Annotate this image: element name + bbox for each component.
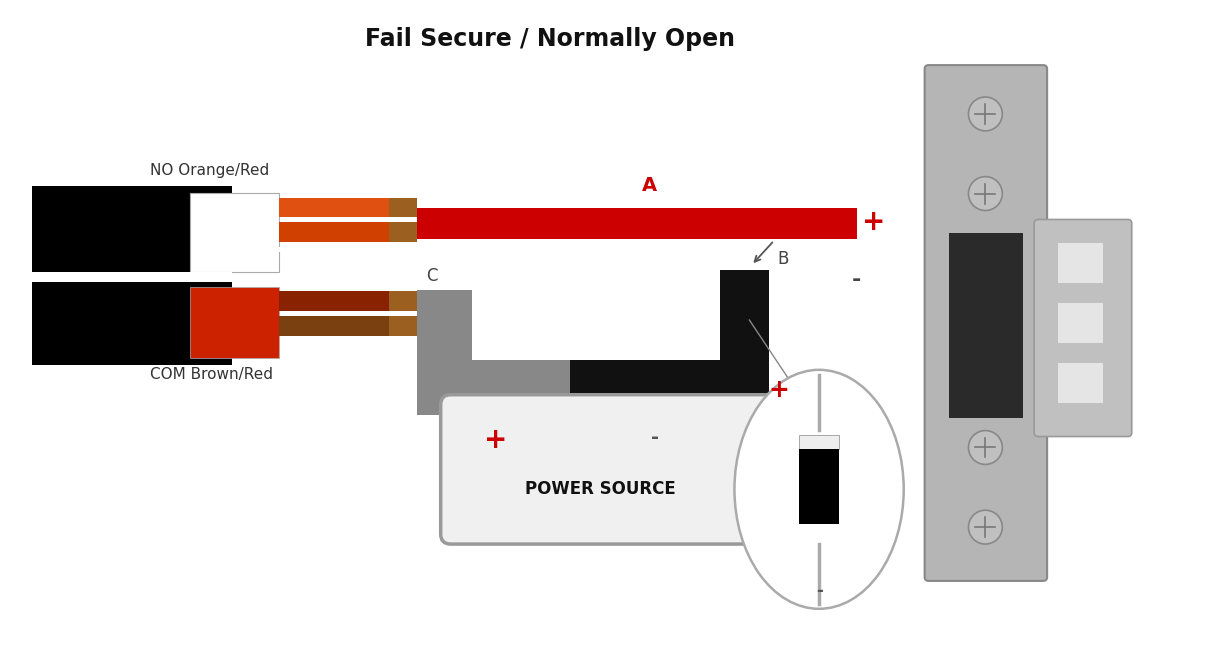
Text: -: - <box>815 582 823 600</box>
Text: +: + <box>483 426 507 453</box>
Bar <box>1058 363 1103 403</box>
Text: -: - <box>852 270 861 290</box>
Bar <box>389 291 417 311</box>
Bar <box>417 360 571 415</box>
Bar <box>570 360 769 409</box>
Bar <box>279 197 389 218</box>
Bar <box>948 234 1023 418</box>
Bar <box>417 290 471 365</box>
Bar <box>33 272 232 282</box>
Text: C: C <box>425 267 437 285</box>
Text: COM Brown/Red: COM Brown/Red <box>150 367 273 382</box>
Text: +: + <box>768 378 790 401</box>
Bar <box>33 280 232 365</box>
Bar <box>279 316 389 336</box>
Bar <box>389 197 417 218</box>
Bar <box>279 222 389 242</box>
Bar <box>190 287 279 358</box>
Bar <box>800 434 840 449</box>
Text: Fail Secure / Normally Open: Fail Secure / Normally Open <box>365 28 736 51</box>
Bar <box>33 186 232 276</box>
Ellipse shape <box>969 97 1003 131</box>
Bar <box>417 207 856 239</box>
Bar <box>389 222 417 242</box>
Bar <box>389 316 417 336</box>
Bar <box>1058 303 1103 343</box>
Text: +: + <box>863 209 885 236</box>
FancyBboxPatch shape <box>441 395 779 544</box>
FancyBboxPatch shape <box>1034 220 1132 436</box>
Bar <box>800 449 840 524</box>
Text: -: - <box>651 428 658 447</box>
FancyBboxPatch shape <box>924 65 1047 581</box>
Ellipse shape <box>969 176 1003 211</box>
Bar <box>1058 243 1103 283</box>
Bar <box>279 247 417 253</box>
Text: D: D <box>777 219 790 237</box>
Text: NO Orange/Red: NO Orange/Red <box>150 163 269 178</box>
Bar <box>190 193 279 272</box>
Text: B: B <box>777 250 789 268</box>
Text: POWER SOURCE: POWER SOURCE <box>524 480 675 499</box>
Ellipse shape <box>969 510 1003 544</box>
Text: A: A <box>643 176 657 195</box>
Bar <box>720 270 769 395</box>
Bar <box>279 291 389 311</box>
Ellipse shape <box>969 430 1003 464</box>
Ellipse shape <box>734 370 904 609</box>
